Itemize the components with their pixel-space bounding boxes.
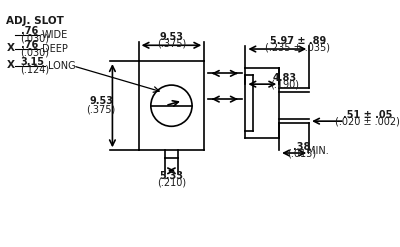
Text: 9.53: 9.53 xyxy=(89,96,113,106)
Text: (.210): (.210) xyxy=(157,178,186,188)
Text: DEEP: DEEP xyxy=(42,44,68,54)
Text: .38: .38 xyxy=(293,142,310,152)
Text: MIN.: MIN. xyxy=(307,146,328,156)
Text: (.030): (.030) xyxy=(21,48,50,58)
Text: WIDE: WIDE xyxy=(42,30,68,40)
Text: (.124): (.124) xyxy=(21,65,50,75)
Text: (.015): (.015) xyxy=(287,149,316,159)
Text: 5.33: 5.33 xyxy=(160,171,184,182)
Text: (.235 ± .035): (.235 ± .035) xyxy=(266,42,330,52)
Text: (.020 ± .002): (.020 ± .002) xyxy=(335,116,400,126)
Text: 9.53: 9.53 xyxy=(160,32,184,42)
Text: (.375): (.375) xyxy=(157,38,186,48)
Text: ADJ. SLOT: ADJ. SLOT xyxy=(6,16,64,26)
Text: (.030): (.030) xyxy=(21,34,50,44)
Text: (.190): (.190) xyxy=(270,79,299,89)
Text: 5.97 ± .89: 5.97 ± .89 xyxy=(270,36,326,46)
Text: X: X xyxy=(6,43,14,53)
Text: 4.83: 4.83 xyxy=(273,73,297,82)
Text: (.375): (.375) xyxy=(86,104,116,114)
Text: .51 ± .05: .51 ± .05 xyxy=(342,110,392,120)
Text: LONG: LONG xyxy=(48,61,76,71)
Text: 3.15: 3.15 xyxy=(21,57,45,67)
Text: .76: .76 xyxy=(21,26,38,36)
Text: X: X xyxy=(6,60,14,70)
Text: .76: .76 xyxy=(21,40,38,50)
